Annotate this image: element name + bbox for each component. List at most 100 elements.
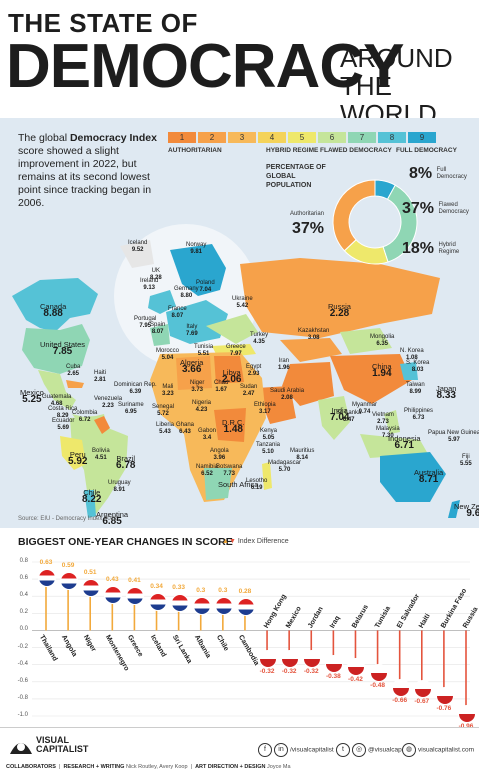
country-score: 1.67 [215,386,228,393]
country-score: 8.71 [418,473,439,485]
value-label: -0.38 [325,672,341,680]
country-score: 5.05 [262,434,275,441]
country-score: 6.73 [412,414,425,421]
social-instagram[interactable]: t ◎ @visualcap [336,743,402,757]
country-score: 9.81 [190,248,203,255]
country-score: 9.61 [466,507,479,519]
country-name: Egypt [246,364,262,370]
country-score: 3.08 [307,334,320,341]
country-label: Mauritius 8.14 [290,448,314,461]
y-tick-label: 0.6 [19,575,28,582]
country-score: 2.65 [67,370,80,377]
country-name: Dominican Rep. [114,382,157,388]
country-label: Peru 5.92 [68,450,87,466]
country-score: 2.47 [242,390,255,397]
country-label: Namibia 6.52 [196,464,218,477]
country-score: 5.43 [159,428,171,435]
country-name: Algeria [180,358,204,367]
country-name: Madagascar [268,460,302,466]
country-label: Saudi Arabia 2.08 [270,388,304,401]
country-score: 1.48 [223,423,243,435]
country-label: Mongolia 6.35 [370,334,394,347]
country-label: Lesotho 6.19 [246,478,267,491]
country-score: 4.23 [195,406,208,413]
country-name: Libya [222,368,241,377]
value-label: 0.33 [172,584,185,592]
country-name: Uruguay [108,480,131,486]
country-name: Ukraine [232,296,253,302]
vc-logo-icon [10,743,32,754]
country-label: Norway 9.81 [186,242,206,255]
country-label: United States 7.85 [40,341,85,356]
full-label: Full Democracy [436,166,467,180]
country-label: Senegal 5.72 [152,404,174,417]
country-label: Greece 7.97 [226,344,246,357]
country-label: Turkey 4.35 [250,332,268,345]
country-label: Chad 1.67 [214,380,228,393]
flag-icon [303,649,322,668]
legend-label: Index Difference [237,538,289,545]
country-score: 6.19 [250,484,263,491]
country-score: 8.28 [150,274,162,281]
scale-cell-6: 6 [318,132,346,143]
country-score: 1.08 [406,354,418,361]
country-name: Philippines [404,408,434,414]
scale-cell-3: 3 [228,132,256,143]
country-label: France 8.07 [168,306,187,319]
country-score: 5.42 [236,302,249,309]
title-line-1: THE STATE OF [8,8,198,38]
y-tick-label: -0.6 [17,677,28,684]
hybrid-share: 18% Hybrid Regime [402,240,466,258]
title-democracy: DEMOCRACY [6,32,404,101]
country-score: 3.73 [191,386,204,393]
country-name: Germany [174,286,199,292]
country-name: Mexico [20,388,44,397]
scale-cell-2: 2 [198,132,226,143]
country-name: Ireland [140,278,159,284]
flag-icon [38,568,56,587]
social-website[interactable]: ◍ visualcapitalist.com [402,743,474,757]
country-name: Tanzania [256,442,281,448]
source-note: Source: EIU - Democracy Index 2022 [18,516,118,522]
vc-logo-text: VISUAL CAPITALIST [36,736,88,754]
country-name: Mongolia [370,334,395,340]
country-score: 4.35 [253,338,265,345]
art-names: Joyce Ma [267,764,291,770]
country-name: Taiwan [406,382,425,388]
handle-2: @visualcap [368,746,402,754]
social-facebook-twitter[interactable]: f in/visualcapitalist [258,743,334,757]
country-name: Canada [40,302,67,311]
country-label: Colombia 6.72 [72,410,97,423]
y-tick-label: 0.8 [19,558,28,564]
country-name: Portugal [134,316,157,322]
country-name: Costa Rica [48,406,78,412]
flag-icon [325,654,344,673]
country-score: 1.96 [278,364,290,371]
flawed-pct: 37% [402,200,435,217]
scale-label-1: HYBRID REGIME [266,147,319,154]
scale-cell-4: 4 [258,132,286,143]
country-label: Russia 2.28 [328,302,351,318]
flawed-share: 37% Flawed Democracy [402,200,470,218]
country-name: Russia [328,302,351,311]
instagram-icon: ◎ [352,743,366,757]
country-name: New Zealand [454,502,479,511]
country-label: Vietnam 2.73 [372,412,394,425]
country-name: Peru [69,450,86,459]
country-score: 3.66 [181,363,202,375]
country-score: 5.10 [262,448,274,455]
country-label: Philippines 6.73 [404,408,433,421]
value-label: -0.67 [414,697,430,705]
country-name: Malaysia [376,426,400,432]
country-label: Australia 8.71 [414,468,444,485]
country-name: Greece [226,344,246,350]
value-label: -0.48 [370,681,385,689]
flag-icon [435,687,454,706]
country-name: Morocco [156,348,180,354]
country-score: 3.96 [213,454,226,461]
authoritarian-label: Authoritarian [289,211,324,217]
country-name: Australia [414,468,444,477]
logo-line2: CAPITALIST [36,744,89,754]
country-score: 2.06 [222,373,242,385]
country-score: 8.80 [180,292,193,299]
